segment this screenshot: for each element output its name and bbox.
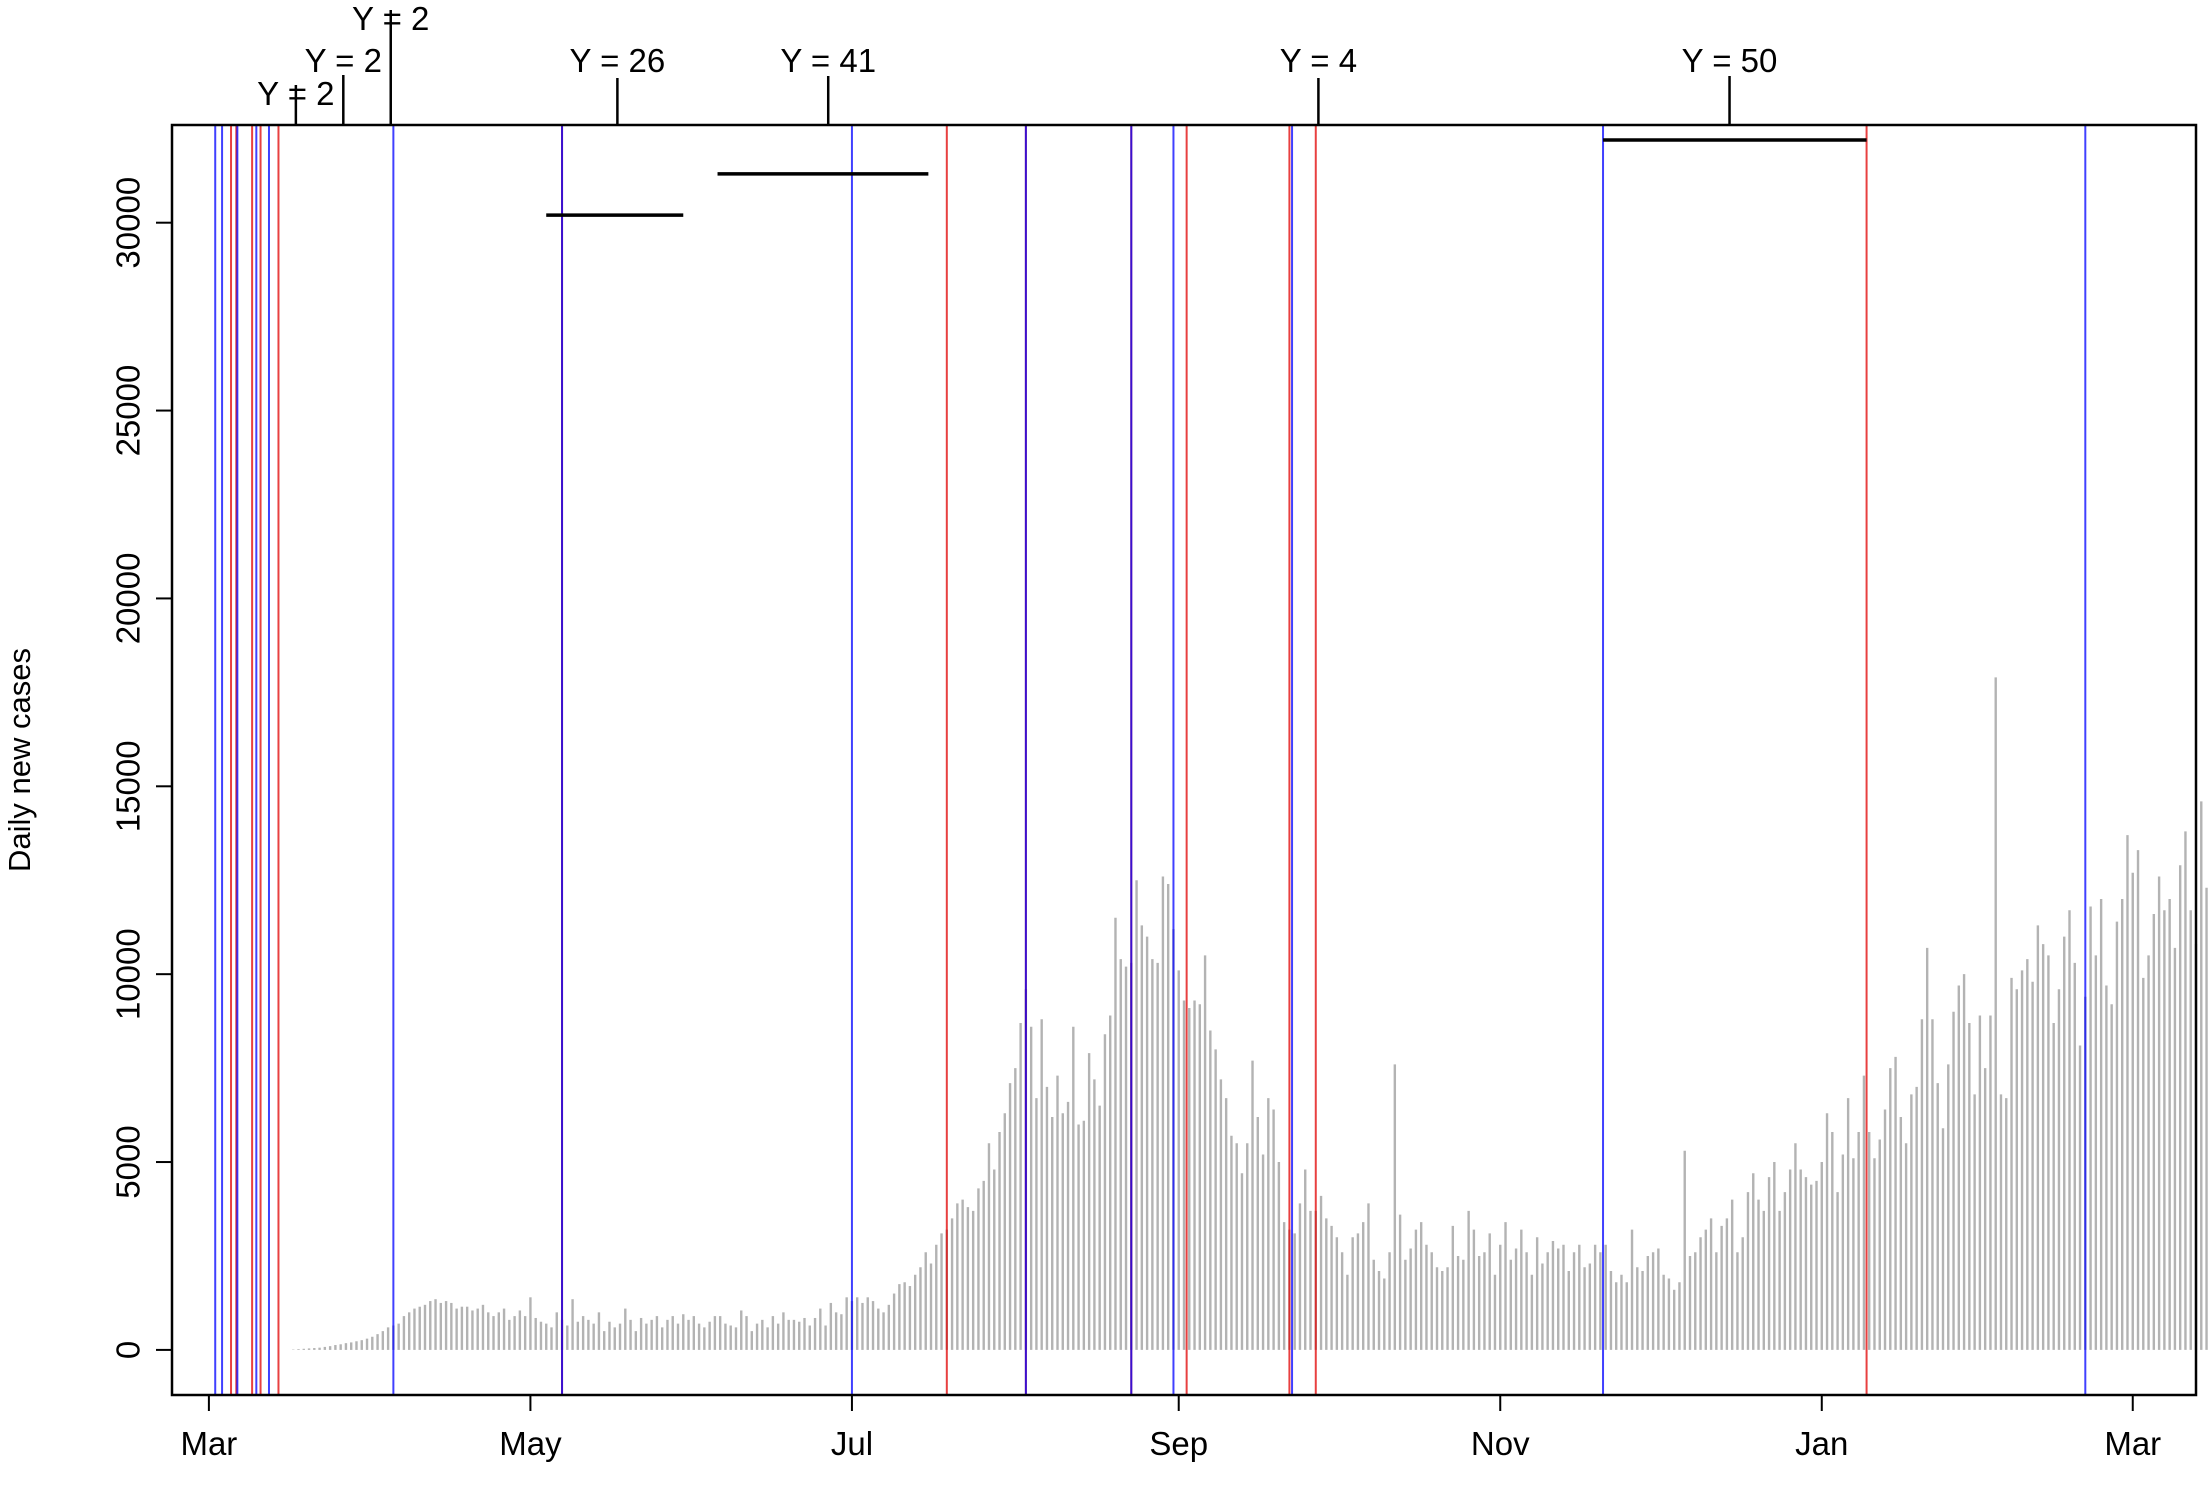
interval-lines-layer	[214, 125, 2087, 1395]
interval-spans-layer	[546, 138, 1867, 217]
x-axis: Mar May Jul Sep Nov Jan Mar	[180, 1394, 2161, 1462]
y-tick-label: 15000	[110, 740, 147, 832]
y-tick-label: 10000	[110, 928, 147, 1020]
x-tick-label: May	[499, 1425, 562, 1462]
y-tick-label: 25000	[110, 365, 147, 457]
y-tick-label: 20000	[110, 553, 147, 645]
annotation-label: Y = 2	[352, 0, 429, 37]
y-tick-label: 0	[110, 1341, 147, 1359]
annotation-label: Y = 4	[1280, 42, 1357, 79]
y-axis: 0 5000 10000 15000 20000 25000 30000	[110, 177, 173, 1359]
annotation-label: Y = 50	[1682, 42, 1778, 79]
x-tick-label: Jul	[831, 1425, 873, 1462]
y-tick-label: 5000	[110, 1125, 147, 1198]
x-tick-label: Mar	[180, 1425, 237, 1462]
x-tick-label: Mar	[2104, 1425, 2161, 1462]
annotation-label: Y = 26	[570, 42, 666, 79]
y-axis-title: Daily new cases	[2, 648, 37, 872]
bars-layer	[292, 677, 2208, 1350]
annotation-label: Y = 41	[780, 42, 876, 79]
x-tick-label: Sep	[1149, 1425, 1208, 1462]
x-tick-label: Nov	[1471, 1425, 1530, 1462]
annotation-label: Y = 2	[305, 42, 382, 79]
y-tick-label: 30000	[110, 177, 147, 269]
annotation-label: Y = 2	[257, 75, 334, 112]
x-tick-label: Jan	[1795, 1425, 1848, 1462]
